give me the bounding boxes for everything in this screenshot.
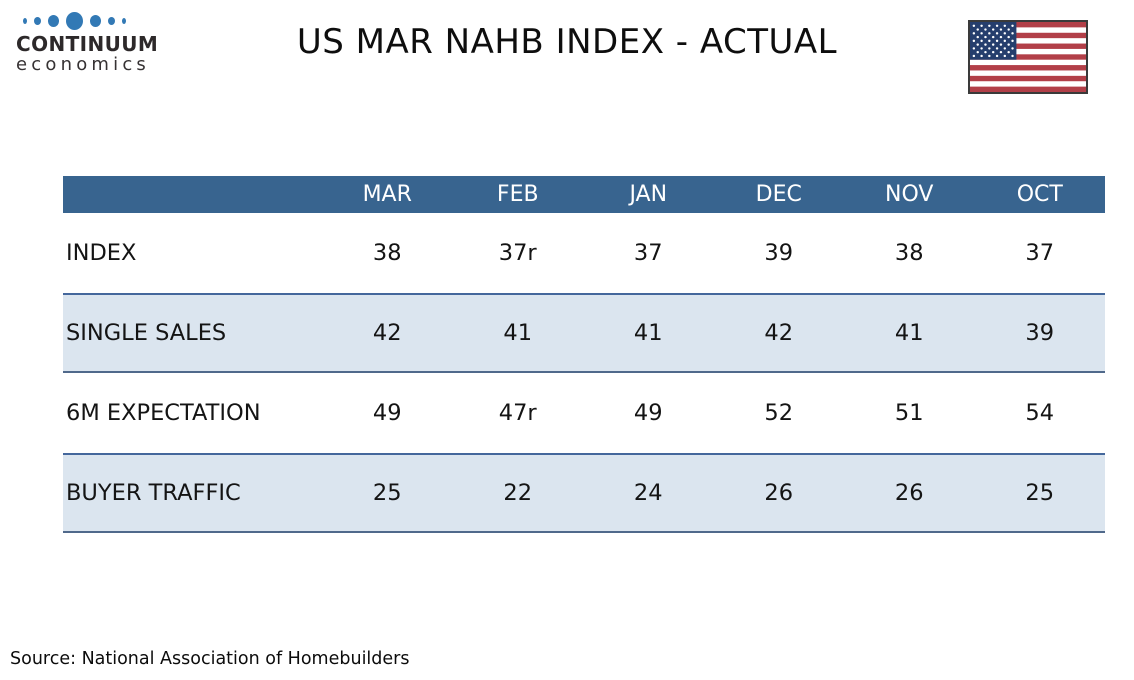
table-row-6m-expectation: 6M EXPECTATION 49 47r 49 52 51 54 bbox=[63, 373, 1105, 453]
cell-value: 41 bbox=[633, 320, 663, 346]
cell-value: 39 bbox=[1025, 320, 1055, 346]
logo-subtitle: economics bbox=[16, 54, 151, 75]
logo-name: CONTINUUM bbox=[16, 32, 159, 56]
logo-dot bbox=[47, 14, 59, 27]
header-cell-oct: OCT bbox=[1016, 182, 1063, 207]
cell-value: 39 bbox=[764, 240, 794, 266]
table-row-single-sales: SINGLE SALES 42 41 41 42 41 39 bbox=[63, 293, 1105, 373]
source-text: Source: National Association of Homebuil… bbox=[10, 649, 410, 669]
header-cell-nov: NOV bbox=[885, 182, 934, 207]
table-header-row: MAR FEB JAN DEC NOV OCT bbox=[63, 176, 1105, 213]
cell-value: 26 bbox=[894, 480, 924, 506]
cell-value: 51 bbox=[894, 400, 924, 426]
cell-value: 37 bbox=[633, 240, 663, 266]
row-label: INDEX bbox=[66, 240, 137, 266]
cell-value: 38 bbox=[372, 240, 402, 266]
logo-dot bbox=[65, 11, 83, 30]
logo-dot bbox=[89, 14, 101, 27]
cell-value: 26 bbox=[764, 480, 794, 506]
logo-dots-icon bbox=[16, 11, 132, 30]
cell-value: 25 bbox=[372, 480, 402, 506]
cell-value: 54 bbox=[1025, 400, 1055, 426]
row-label: SINGLE SALES bbox=[66, 320, 227, 346]
header-cell-feb: FEB bbox=[496, 182, 539, 207]
page-title: US MAR NAHB INDEX - ACTUAL bbox=[296, 22, 838, 62]
cell-value: 42 bbox=[372, 320, 402, 346]
cell-value: 49 bbox=[372, 400, 402, 426]
cell-value: 49 bbox=[633, 400, 663, 426]
table-row-index: INDEX 38 37r 37 39 38 37 bbox=[63, 213, 1105, 293]
cell-value: 52 bbox=[764, 400, 794, 426]
cell-value: 24 bbox=[633, 480, 663, 506]
row-label: BUYER TRAFFIC bbox=[66, 480, 241, 506]
cell-value: 38 bbox=[894, 240, 924, 266]
logo-dot bbox=[22, 17, 27, 24]
logo-dot bbox=[121, 17, 126, 24]
cell-value: 25 bbox=[1025, 480, 1055, 506]
cell-value: 42 bbox=[764, 320, 794, 346]
logo-dot bbox=[107, 16, 115, 25]
cell-value: 41 bbox=[503, 320, 533, 346]
header-cell-jan: JAN bbox=[629, 182, 668, 207]
header-cell-dec: DEC bbox=[755, 182, 802, 207]
row-label: 6M EXPECTATION bbox=[66, 400, 261, 426]
header-cell-mar: MAR bbox=[362, 182, 412, 207]
cell-value: 22 bbox=[503, 480, 533, 506]
cell-value: 37 bbox=[1025, 240, 1055, 266]
nahb-data-table: MAR FEB JAN DEC NOV OCT INDEX 38 37r 37 … bbox=[63, 176, 1105, 533]
us-flag-icon bbox=[968, 20, 1088, 94]
cell-value: 37r bbox=[498, 240, 537, 266]
cell-value: 41 bbox=[894, 320, 924, 346]
cell-value: 47r bbox=[498, 400, 537, 426]
continuum-economics-logo: CONTINUUM economics bbox=[16, 11, 159, 76]
logo-dot bbox=[33, 16, 41, 25]
table-row-buyer-traffic: BUYER TRAFFIC 25 22 24 26 26 25 bbox=[63, 453, 1105, 533]
